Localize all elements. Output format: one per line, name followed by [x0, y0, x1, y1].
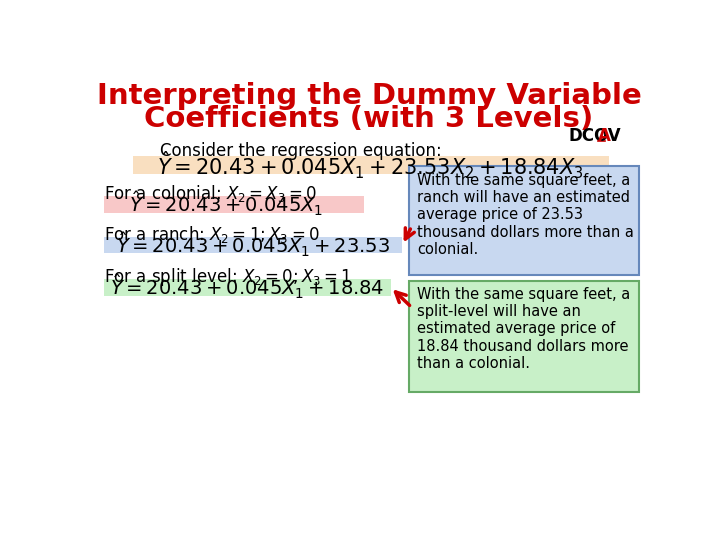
Text: $\hat{Y} = 20.43 + 0.045X_1 + 23.53$: $\hat{Y} = 20.43 + 0.045X_1 + 23.53$ — [116, 231, 390, 259]
Text: $\hat{Y} = 20.43 + 0.045X_1$: $\hat{Y} = 20.43 + 0.045X_1$ — [129, 190, 323, 218]
FancyBboxPatch shape — [132, 156, 609, 174]
Text: With the same square feet, a
split-level will have an
estimated average price of: With the same square feet, a split-level… — [417, 287, 630, 371]
Text: Consider the regression equation:: Consider the regression equation: — [160, 142, 441, 160]
Text: $\hat{Y} = 20.43 + 0.045X_1 + 18.84$: $\hat{Y} = 20.43 + 0.045X_1 + 18.84$ — [110, 273, 384, 301]
Text: With the same square feet, a
ranch will have an estimated
average price of 23.53: With the same square feet, a ranch will … — [417, 173, 634, 257]
Text: For a colonial: $X_2 = X_3 = 0$: For a colonial: $X_2 = X_3 = 0$ — [104, 183, 317, 204]
Text: A: A — [598, 127, 611, 145]
FancyBboxPatch shape — [104, 279, 391, 296]
Text: $\hat{Y} = 20.43 + 0.045X_1 + 23.53X_2 + 18.84X_3$: $\hat{Y} = 20.43 + 0.045X_1 + 23.53X_2 +… — [157, 149, 584, 180]
Text: Coefficients (with 3 Levels): Coefficients (with 3 Levels) — [145, 105, 593, 133]
FancyBboxPatch shape — [104, 237, 402, 253]
Text: For a ranch: $X_2 = 1; X_3 = 0$: For a ranch: $X_2 = 1; X_3 = 0$ — [104, 224, 320, 245]
FancyBboxPatch shape — [104, 195, 364, 213]
FancyBboxPatch shape — [409, 281, 639, 392]
Text: For a split level: $X_2 = 0; X_3 = 1$: For a split level: $X_2 = 0; X_3 = 1$ — [104, 266, 352, 287]
Text: DCOV: DCOV — [569, 127, 621, 145]
Text: Interpreting the Dummy Variable: Interpreting the Dummy Variable — [96, 82, 642, 110]
FancyBboxPatch shape — [409, 166, 639, 275]
